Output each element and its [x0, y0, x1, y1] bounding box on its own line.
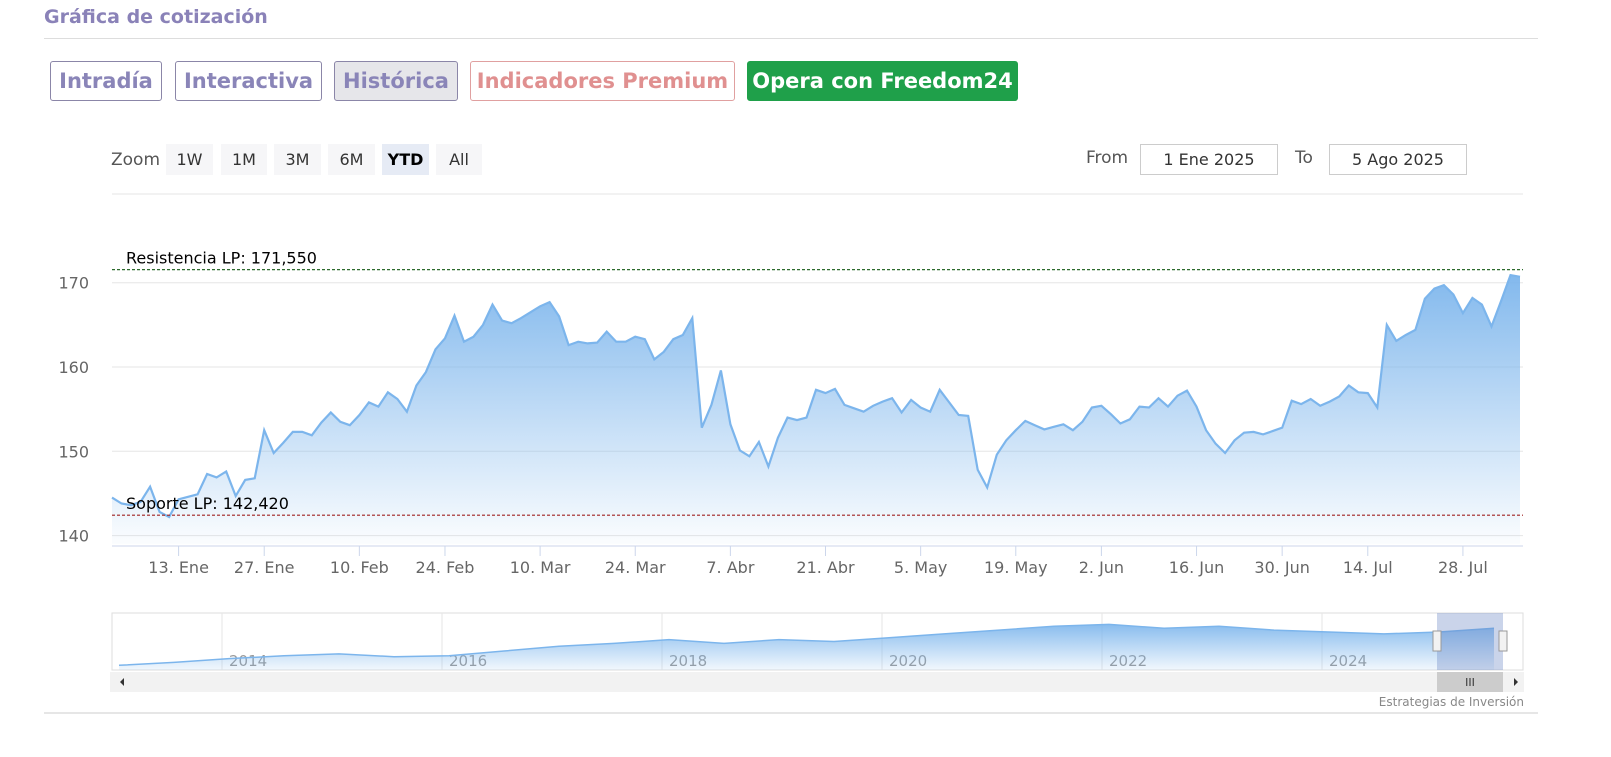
x-tick-label: 7. Abr [706, 558, 754, 577]
navigator-label: 2018 [669, 652, 707, 670]
x-tick-label: 16. Jun [1169, 558, 1225, 577]
x-tick-label: 21. Abr [796, 558, 855, 577]
navigator-handle[interactable] [1432, 630, 1442, 652]
date-input[interactable]: 5 Ago 2025 [1329, 144, 1467, 175]
x-tick-label: 2. Jun [1079, 558, 1124, 577]
navigator-handle[interactable] [1498, 630, 1508, 652]
divider [44, 38, 1538, 39]
from-label: From [1086, 148, 1129, 168]
navigator-area [119, 624, 1494, 670]
x-tick-label: 14. Jul [1343, 558, 1393, 577]
tab[interactable]: Intradía [50, 61, 162, 101]
navigator-window [1437, 613, 1503, 670]
navigator-label: 2020 [889, 652, 927, 670]
x-tick-label: 19. May [984, 558, 1048, 577]
section-title: Gráfica de cotización [44, 6, 268, 28]
x-tick-label: 24. Mar [605, 558, 666, 577]
navigator-frame [111, 612, 1524, 671]
x-tick-label: 30. Jun [1254, 558, 1310, 577]
zoom-button[interactable]: 3M [274, 144, 321, 175]
x-tick-label: 10. Mar [510, 558, 571, 577]
line [111, 273, 1521, 519]
credit: Estrategias de Inversión [1379, 695, 1524, 709]
zoom-button[interactable]: 6M [328, 144, 375, 175]
zoom-button[interactable]: YTD [382, 144, 429, 175]
arrow [1514, 678, 1518, 686]
x-tick-label: 27. Ene [234, 558, 295, 577]
x-tick-label: 10. Feb [330, 558, 389, 577]
tab[interactable]: Opera con Freedom24 [747, 61, 1018, 101]
zoom-button[interactable]: 1M [221, 144, 267, 175]
grip: III [1465, 676, 1475, 689]
reference-label: Resistencia LP: 171,550 [126, 249, 317, 268]
x-tick-label: 5. May [894, 558, 947, 577]
area [112, 275, 1520, 544]
navigator-label: 2016 [449, 652, 487, 670]
y-tick-label: 160 [58, 358, 89, 377]
y-tick-label: 170 [58, 274, 89, 293]
tab[interactable]: Histórica [334, 61, 458, 101]
navigator-line [118, 623, 1495, 667]
zoom-label: Zoom [111, 150, 161, 170]
y-tick-label: 140 [58, 527, 89, 546]
to-label: To [1295, 148, 1313, 168]
navigator-label: 2022 [1109, 652, 1147, 670]
reference-label: Soporte LP: 142,420 [126, 494, 289, 513]
x-tick-label: 24. Feb [416, 558, 475, 577]
arrow [120, 678, 124, 686]
tab[interactable]: Interactiva [175, 61, 322, 101]
navigator-label: 2014 [229, 652, 267, 670]
scrollbar-thumb[interactable] [1437, 672, 1503, 692]
zoom-button[interactable]: All [436, 144, 482, 175]
navigator-label: 2024 [1329, 652, 1367, 670]
date-input[interactable]: 1 Ene 2025 [1140, 144, 1278, 175]
tab[interactable]: Indicadores Premium [470, 61, 735, 101]
x-tick-label: 13. Ene [148, 558, 209, 577]
x-tick-label: 28. Jul [1438, 558, 1488, 577]
y-tick-label: 150 [58, 442, 89, 461]
scrollbar[interactable] [110, 672, 1524, 692]
zoom-button[interactable]: 1W [166, 144, 213, 175]
